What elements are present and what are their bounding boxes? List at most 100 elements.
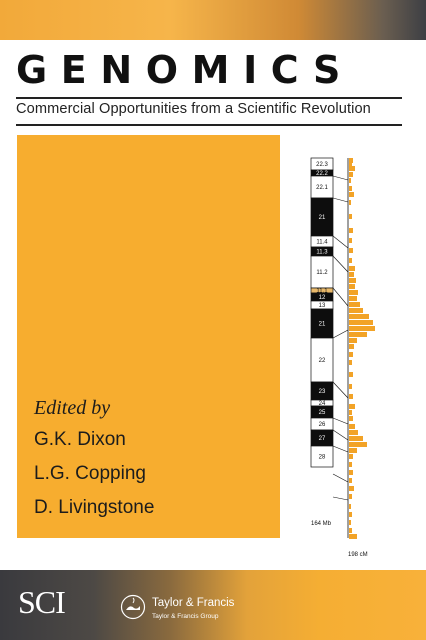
- band-connector-line: [332, 235, 349, 249]
- histogram-bar: [349, 512, 352, 517]
- top-color-band: [0, 0, 426, 40]
- histogram-bar: [349, 470, 353, 475]
- band-label: 11.1: [316, 289, 328, 295]
- histogram-bar: [349, 436, 363, 441]
- band-label: 22.3: [316, 162, 328, 168]
- histogram-bar: [349, 238, 352, 243]
- band-connector-line: [332, 445, 349, 453]
- histogram-bar: [349, 448, 357, 453]
- publisher-group-name: Taylor & Francis Group: [152, 613, 219, 620]
- band-connector-line: [332, 381, 349, 399]
- histogram-bar: [349, 404, 355, 409]
- band-label: 11.4: [316, 240, 328, 246]
- band-label: 11.3: [316, 250, 328, 256]
- histogram-bar: [349, 486, 354, 491]
- band-label: 27: [319, 436, 326, 442]
- band-label: 13: [319, 303, 326, 309]
- band-label: 22.2: [316, 171, 328, 177]
- histogram-bar: [349, 258, 352, 263]
- band-label: 22: [319, 358, 326, 364]
- band-label: 21: [319, 215, 326, 221]
- histogram-bar: [349, 352, 353, 357]
- editor-dixon: G.K. Dixon: [34, 429, 126, 450]
- title-rule-top: [16, 97, 402, 99]
- band-connector-line: [332, 175, 349, 181]
- band-connector-line: [332, 329, 349, 339]
- histogram-bar: [349, 520, 351, 525]
- histogram-bar: [349, 372, 353, 377]
- histogram-bar: [349, 296, 357, 301]
- chromosome-band: [310, 445, 334, 468]
- band-label: 25: [319, 410, 326, 416]
- publisher-name: Taylor & Francis: [152, 597, 235, 609]
- histogram-bar: [349, 504, 351, 509]
- physical-length-label: 164 Mb: [311, 521, 332, 527]
- band-label: 24: [319, 401, 326, 407]
- band-connector-line: [332, 429, 349, 441]
- genetic-length-label: 198 cM: [348, 552, 368, 558]
- histogram-bar: [349, 284, 355, 289]
- histogram-bar: [349, 290, 358, 295]
- band-label: 23: [319, 389, 326, 395]
- histogram-bar: [349, 430, 358, 435]
- histogram-bar: [349, 214, 352, 219]
- histogram-bar: [349, 308, 363, 313]
- edited-by-label: Edited by: [34, 397, 111, 419]
- band-label: 26: [319, 422, 326, 428]
- histogram-bar: [349, 332, 367, 337]
- title-rule-bottom: [16, 124, 402, 126]
- chromosome-ideogram: 22.3 22.2 22.1 21 11.4 11.3 11.2 11.112 13 21 22 23…: [310, 157, 375, 558]
- histogram-bar: [349, 384, 352, 389]
- histogram-bar: [349, 394, 353, 399]
- book-subtitle: Commercial Opportunities from a Scientif…: [16, 101, 371, 117]
- histogram-bar: [349, 360, 352, 365]
- histogram-bar: [349, 462, 352, 467]
- bottom-color-band: [0, 570, 426, 640]
- histogram-bar: [349, 278, 356, 283]
- histogram-bar: [349, 172, 353, 177]
- histogram-bar: [349, 534, 357, 539]
- histogram-bar: [349, 320, 373, 325]
- band-connector-line: [332, 287, 349, 307]
- taylor-francis-lamp-icon: [120, 594, 146, 620]
- histogram-bar: [349, 494, 352, 499]
- histogram-bar: [349, 338, 357, 343]
- band-label: 21: [319, 322, 326, 328]
- histogram-bar: [349, 410, 352, 415]
- histogram-bar: [349, 314, 369, 319]
- histogram-bar: [349, 442, 367, 447]
- band-label: 11.2: [316, 270, 328, 276]
- chromosome-bands: 22.3 22.2 22.1 21 11.4 11.3 11.2 11.112 13 21 22 23…: [310, 157, 334, 468]
- histogram-bar: [349, 478, 352, 483]
- band-connector-line: [332, 473, 349, 483]
- histogram-bar: [349, 228, 353, 233]
- editor-livingstone: D. Livingstone: [34, 497, 155, 518]
- book-title: GENOMICS: [16, 48, 354, 92]
- marker-density-histogram: [349, 158, 375, 539]
- histogram-bar: [349, 454, 353, 459]
- editor-copping: L.G. Copping: [34, 463, 146, 484]
- histogram-bar: [349, 302, 360, 307]
- histogram-bar: [349, 272, 354, 277]
- histogram-bar: [349, 186, 352, 191]
- band-label: 22.1: [316, 185, 328, 191]
- sci-logo: SCI: [18, 584, 66, 620]
- band-connector-line: [332, 417, 349, 425]
- histogram-bar: [349, 326, 375, 331]
- histogram-bar: [349, 344, 354, 349]
- band-connector-lines: [332, 175, 349, 501]
- histogram-bar: [349, 192, 354, 197]
- histogram-bar: [349, 528, 352, 533]
- band-label: 28: [319, 455, 326, 461]
- editors-panel: Edited by G.K. Dixon L.G. Copping D. Liv…: [17, 135, 280, 538]
- histogram-bar: [349, 166, 355, 171]
- band-connector-line: [332, 496, 349, 501]
- band-connector-line: [332, 197, 349, 203]
- band-connector-line: [332, 255, 349, 273]
- histogram-bar: [349, 178, 351, 183]
- histogram-bar: [349, 248, 353, 253]
- histogram-bar: [349, 158, 353, 163]
- histogram-bar: [349, 424, 355, 429]
- histogram-bar: [349, 266, 355, 271]
- histogram-bar: [349, 416, 353, 421]
